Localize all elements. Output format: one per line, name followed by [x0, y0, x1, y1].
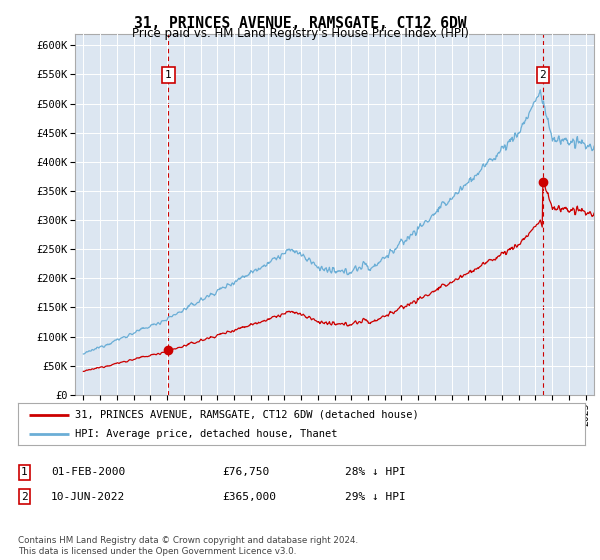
Text: 10-JUN-2022: 10-JUN-2022	[51, 492, 125, 502]
Text: £76,750: £76,750	[222, 467, 269, 477]
Text: 31, PRINCES AVENUE, RAMSGATE, CT12 6DW: 31, PRINCES AVENUE, RAMSGATE, CT12 6DW	[134, 16, 466, 31]
Text: 1: 1	[21, 467, 28, 477]
Text: 01-FEB-2000: 01-FEB-2000	[51, 467, 125, 477]
Text: 29% ↓ HPI: 29% ↓ HPI	[345, 492, 406, 502]
Text: Contains HM Land Registry data © Crown copyright and database right 2024.
This d: Contains HM Land Registry data © Crown c…	[18, 536, 358, 556]
Text: HPI: Average price, detached house, Thanet: HPI: Average price, detached house, Than…	[74, 429, 337, 439]
Text: 2: 2	[21, 492, 28, 502]
Text: £365,000: £365,000	[222, 492, 276, 502]
Text: 2: 2	[539, 70, 546, 80]
Text: Price paid vs. HM Land Registry's House Price Index (HPI): Price paid vs. HM Land Registry's House …	[131, 27, 469, 40]
Text: 28% ↓ HPI: 28% ↓ HPI	[345, 467, 406, 477]
Text: 31, PRINCES AVENUE, RAMSGATE, CT12 6DW (detached house): 31, PRINCES AVENUE, RAMSGATE, CT12 6DW (…	[74, 409, 418, 419]
Text: 1: 1	[165, 70, 172, 80]
